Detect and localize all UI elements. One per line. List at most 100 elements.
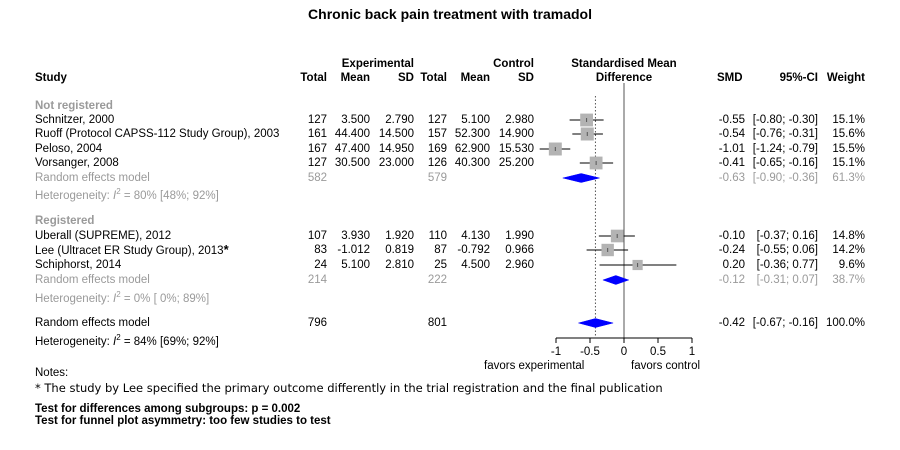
ctrl-mean: 40.300: [454, 157, 490, 169]
ci-value: [-0.55; 0.06]: [756, 244, 818, 256]
het-prefix: Heterogeneity:: [35, 189, 113, 202]
ctrl-total: 87: [434, 244, 447, 256]
ci-value: [-0.65; -0.16]: [752, 157, 818, 169]
het-prefix: Heterogeneity:: [35, 292, 113, 305]
header-experimental: Experimental: [341, 58, 414, 70]
exp-sd: 0.819: [385, 244, 414, 256]
overall-exp-total: 796: [307, 317, 327, 329]
het-prefix: Heterogeneity:: [35, 335, 113, 348]
overall-ctrl-total: 801: [427, 317, 447, 329]
ctrl-total: 126: [427, 157, 447, 169]
study-name: Uberall (SUPREME), 2012: [35, 230, 172, 242]
ctrl-sd: 14.900: [498, 128, 534, 140]
exp-sd: 23.000: [378, 157, 414, 169]
re-ci: [-0.31; 0.07]: [756, 274, 818, 286]
exp-sd: 14.950: [378, 143, 414, 155]
pooled-diamond: [602, 275, 630, 285]
het-sup: 2: [116, 333, 121, 342]
study-name: Lee (Ultracet ER Study Group), 2013*: [35, 243, 229, 258]
axis-label-left: favors experimental: [484, 360, 585, 372]
ctrl-mean: 52.300: [454, 128, 490, 140]
ci-value: [-0.36; 0.77]: [756, 259, 818, 271]
exp-mean: 5.100: [341, 259, 370, 271]
weight-value: 15.1%: [832, 114, 865, 126]
header-ctrl-total: Total: [420, 72, 447, 84]
overall-weight: 100.0%: [825, 317, 865, 329]
weight-value: 15.1%: [832, 157, 865, 169]
re-smd: -0.12: [718, 274, 745, 286]
exp-mean: -1.012: [337, 244, 370, 256]
exp-mean: 3.500: [341, 114, 370, 126]
test-subgroups: Test for differences among subgroups: p …: [35, 403, 301, 415]
ctrl-mean: 4.500: [461, 259, 490, 271]
study-name: Schnitzer, 2000: [35, 114, 115, 126]
x-tick-label: -1: [551, 346, 561, 358]
het-rest: = 80% [48%; 92%]: [120, 189, 219, 202]
x-tick-label: 0.5: [650, 346, 666, 358]
header-exp-mean: Mean: [340, 72, 370, 84]
ctrl-sd: 25.200: [498, 157, 534, 169]
exp-total: 83: [314, 244, 327, 256]
weight-value: 9.6%: [838, 259, 865, 271]
ctrl-sd: 2.980: [505, 114, 534, 126]
pooled-diamond: [562, 173, 600, 183]
re-ctrl-total: 222: [427, 274, 447, 286]
smd-value: -0.24: [718, 244, 745, 256]
header-smd-top: Standardised Mean: [571, 58, 677, 70]
re-ci: [-0.90; -0.36]: [752, 172, 818, 184]
ctrl-sd: 2.960: [505, 259, 534, 271]
chart-title: Chronic back pain treatment with tramado…: [308, 6, 592, 22]
exp-total: 161: [307, 128, 327, 140]
header-weight: Weight: [826, 72, 865, 84]
exp-mean: 47.400: [334, 143, 370, 155]
header-ci: 95%-CI: [779, 72, 818, 84]
header-control: Control: [493, 58, 534, 70]
het-rest: = 84% [69%; 92%]: [120, 335, 219, 348]
ctrl-sd: 1.990: [505, 230, 534, 242]
weight-value: 15.5%: [832, 143, 865, 155]
ci-value: [-1.24; -0.79]: [752, 143, 818, 155]
axis-label-right: favors control: [631, 360, 701, 372]
study-name: Peloso, 2004: [35, 143, 103, 155]
x-tick-label: 1: [689, 346, 695, 358]
het-rest: = 0% [ 0%; 89%]: [120, 292, 210, 305]
asterisk-mark: *: [223, 242, 229, 257]
ci-value: [-0.76; -0.31]: [752, 128, 818, 140]
re-model-label: Random effects model: [35, 172, 150, 184]
exp-sd: 1.920: [385, 230, 414, 242]
het-i: I: [113, 189, 117, 202]
study-name-text: Lee (Ultracet ER Study Group), 2013: [35, 245, 224, 257]
ctrl-mean: 5.100: [461, 114, 490, 126]
het-sup: 2: [116, 290, 121, 299]
overall-smd: -0.42: [718, 317, 745, 329]
study-name: Schiphorst, 2014: [35, 259, 122, 271]
smd-value: -0.55: [718, 114, 745, 126]
exp-sd: 2.790: [385, 114, 414, 126]
exp-sd: 2.810: [385, 259, 414, 271]
exp-sd: 14.500: [378, 128, 414, 140]
ci-value: [-0.37; 0.16]: [756, 230, 818, 242]
ctrl-total: 25: [434, 259, 447, 271]
notes-lee: * The study by Lee specified the primary…: [35, 381, 663, 395]
exp-total: 24: [314, 259, 327, 271]
exp-total: 167: [307, 143, 327, 155]
exp-mean: 30.500: [334, 157, 370, 169]
heterogeneity: Heterogeneity: I2 = 80% [48%; 92%]: [35, 185, 219, 203]
notes-heading: Notes:: [35, 367, 69, 379]
het-sup: 2: [116, 187, 121, 196]
overall-model-label: Random effects model: [35, 317, 150, 329]
ctrl-total: 127: [427, 114, 447, 126]
smd-value: -0.41: [718, 157, 745, 169]
overall-ci: [-0.67; -0.16]: [752, 317, 818, 329]
re-weight: 38.7%: [832, 274, 865, 286]
header-exp-total: Total: [300, 72, 327, 84]
header-study: Study: [35, 72, 67, 84]
header-smd: SMD: [717, 72, 743, 84]
header-smd-bottom: Difference: [595, 72, 653, 84]
ctrl-total: 169: [427, 143, 447, 155]
overall-heterogeneity: Heterogeneity: I2 = 84% [69%; 92%]: [35, 331, 219, 349]
subgroup-label: Registered: [35, 215, 95, 227]
re-weight: 61.3%: [832, 172, 865, 184]
